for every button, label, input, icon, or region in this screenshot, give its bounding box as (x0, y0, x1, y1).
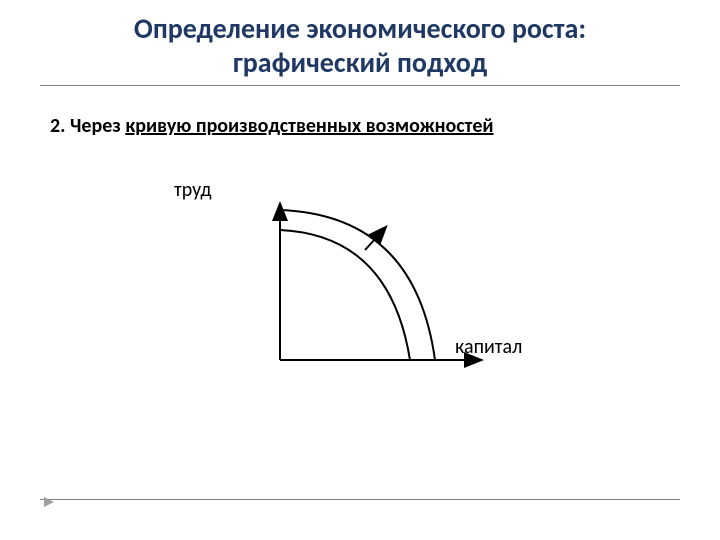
title-line-2: графический подход (0, 46, 720, 80)
inner-ppf-curve (280, 230, 410, 360)
x-axis-label: капитал (455, 335, 522, 359)
ppf-svg (220, 190, 500, 390)
footer-marker-icon (42, 494, 58, 510)
subtitle-underlined: кривую производственных возможностей (125, 114, 493, 138)
title-line-1: Определение экономического роста: (0, 12, 720, 46)
slide-title: Определение экономического роста: графич… (0, 0, 720, 79)
footer-divider (40, 499, 680, 500)
ppf-chart: труд капитал (180, 180, 540, 400)
subtitle: 2. Через кривую производственных возможн… (0, 86, 720, 138)
y-axis-label: труд (174, 178, 212, 202)
subtitle-prefix: 2. Через (50, 114, 125, 138)
